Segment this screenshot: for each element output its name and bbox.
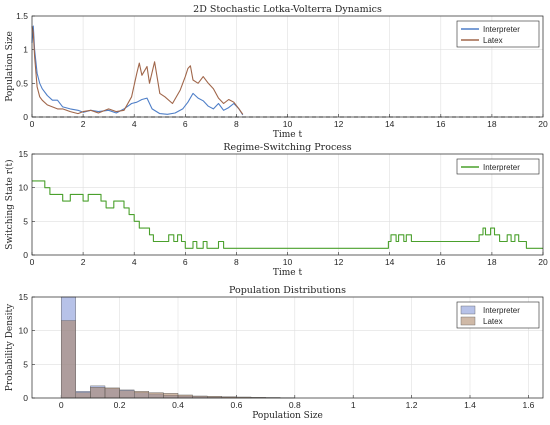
- chart-title: 2D Stochastic Lotka-Volterra Dynamics: [193, 4, 382, 15]
- legend-label: Interpreter: [483, 306, 520, 315]
- x-tick-label: 0.6: [230, 400, 242, 410]
- legend-swatch: [460, 316, 476, 326]
- legend-swatch: [460, 305, 476, 315]
- x-tick-label: 0.8: [289, 400, 301, 410]
- y-tick-label: 0: [23, 112, 28, 122]
- series-line-interpreter: [32, 180, 543, 249]
- x-tick-label: 6: [183, 119, 188, 129]
- legend-box: [456, 158, 540, 175]
- legend-label: Latex: [483, 36, 503, 45]
- series-line-interpreter: [31, 25, 244, 116]
- legend-label: Interpreter: [483, 163, 520, 172]
- x-tick-label: 12: [334, 119, 344, 129]
- x-tick-label: 0: [30, 257, 35, 267]
- chart-panel-1: [31, 15, 544, 118]
- x-tick-label: 18: [487, 119, 497, 129]
- axes-frame: [31, 15, 544, 118]
- histogram-bar-latex: [177, 394, 193, 399]
- y-tick-label: 5: [23, 359, 28, 369]
- x-tick-label: 6: [183, 257, 188, 267]
- histogram-bar-latex: [61, 320, 77, 399]
- x-axis-label: Time t: [273, 268, 303, 278]
- x-tick-label: 0.2: [114, 400, 126, 410]
- series-line-latex: [31, 25, 244, 115]
- chart-title: Population Distributions: [229, 285, 346, 296]
- histogram-bar-latex: [119, 390, 135, 399]
- x-tick-label: 2: [81, 119, 86, 129]
- chart-panel-2: [31, 153, 544, 256]
- y-axis-label: Probability Density: [5, 303, 15, 391]
- legend-box: [456, 20, 540, 48]
- x-tick-label: 4: [132, 257, 137, 267]
- histogram-bar-latex: [163, 393, 179, 399]
- x-tick-label: 16: [436, 257, 446, 267]
- x-tick-label: 1.6: [522, 400, 534, 410]
- axes-frame: [31, 153, 544, 256]
- x-tick-label: 4: [132, 119, 137, 129]
- y-tick-label: 0.5: [16, 78, 28, 88]
- x-tick-label: 0: [59, 400, 64, 410]
- histogram-bar-latex: [90, 387, 106, 399]
- x-tick-label: 14: [385, 119, 395, 129]
- x-tick-label: 20: [538, 119, 548, 129]
- x-tick-label: 10: [283, 257, 293, 267]
- histogram-bar-latex: [148, 392, 164, 399]
- x-tick-label: 16: [436, 119, 446, 129]
- x-tick-label: 8: [234, 257, 239, 267]
- histogram-bar-latex: [75, 392, 91, 399]
- x-tick-label: 10: [283, 119, 293, 129]
- y-tick-label: 1.5: [16, 11, 28, 21]
- y-tick-label: 10: [19, 326, 29, 336]
- x-tick-label: 2: [81, 257, 86, 267]
- y-axis-label: Population Size: [5, 31, 15, 102]
- y-tick-label: 0: [23, 393, 28, 403]
- x-tick-label: 8: [234, 119, 239, 129]
- x-tick-label: 20: [538, 257, 548, 267]
- axes-frame: [31, 296, 544, 399]
- x-tick-label: 0: [30, 119, 35, 129]
- x-tick-label: 18: [487, 257, 497, 267]
- y-tick-label: 15: [19, 292, 29, 302]
- x-axis-label: Time t: [273, 130, 303, 140]
- y-tick-label: 15: [19, 149, 29, 159]
- chart-panel-3: [31, 296, 544, 399]
- x-tick-label: 1.2: [406, 400, 418, 410]
- y-tick-label: 0: [23, 250, 28, 260]
- x-tick-label: 14: [385, 257, 395, 267]
- y-tick-label: 10: [19, 183, 29, 193]
- x-tick-label: 1: [351, 400, 356, 410]
- x-tick-label: 1.4: [464, 400, 476, 410]
- chart-title: Regime-Switching Process: [223, 142, 351, 153]
- x-axis-label: Population Size: [252, 411, 323, 421]
- legend-label: Latex: [483, 317, 503, 326]
- histogram-bar-latex: [104, 387, 120, 399]
- legend-label: Interpreter: [483, 25, 520, 34]
- histogram-bar-latex: [133, 391, 149, 399]
- x-tick-label: 12: [334, 257, 344, 267]
- y-tick-label: 5: [23, 216, 28, 226]
- x-tick-label: 0.4: [172, 400, 184, 410]
- y-axis-label: Switching State r(t): [4, 159, 15, 249]
- y-tick-label: 1: [23, 45, 28, 55]
